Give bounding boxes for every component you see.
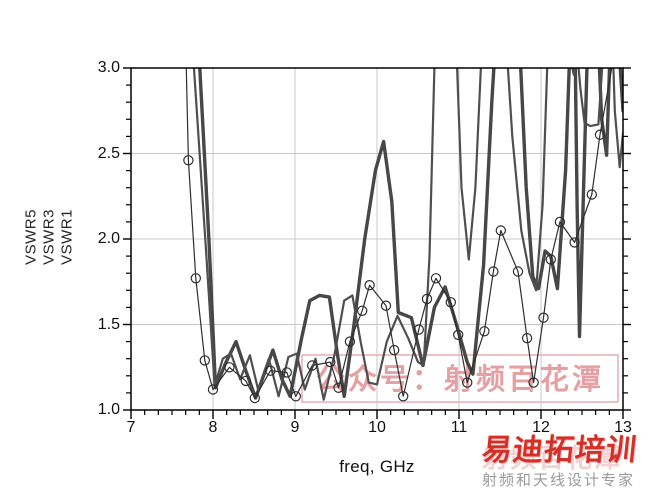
y-tick-label: 1.0 <box>97 401 120 418</box>
watermark: 公众号：射频百花潭 <box>301 354 619 403</box>
x-axis-title: freq, GHz <box>339 457 415 476</box>
y-tick-label: 1.5 <box>97 315 120 333</box>
x-tick-label: 13 <box>614 419 632 436</box>
x-tick-label: 8 <box>208 419 218 436</box>
x-tick-label: 10 <box>368 419 386 436</box>
logo-tagline-text: 射频和天线设计专家 <box>482 472 636 489</box>
trace-curves <box>183 68 623 404</box>
x-tick-label: 12 <box>532 419 550 436</box>
logo-watermark-echo: 射频百花潭 <box>482 443 623 473</box>
y-tick-label: 2.0 <box>97 230 120 247</box>
watermark-text: 公众号：射频百花潭 <box>316 363 604 396</box>
x-tick-label: 9 <box>290 419 300 436</box>
x-tick-label: 11 <box>450 419 468 436</box>
logo-block: 射频百花潭 易迪拓培训 射频和天线设计专家 <box>480 434 650 489</box>
x-tick-label: 7 <box>126 419 136 436</box>
y-tick-label: 3.0 <box>97 59 120 76</box>
y-tick-label: 2.5 <box>97 144 120 162</box>
plot-frame-and-ticks <box>123 67 631 419</box>
logo-brand-text: 易迪拓培训 <box>480 434 639 467</box>
